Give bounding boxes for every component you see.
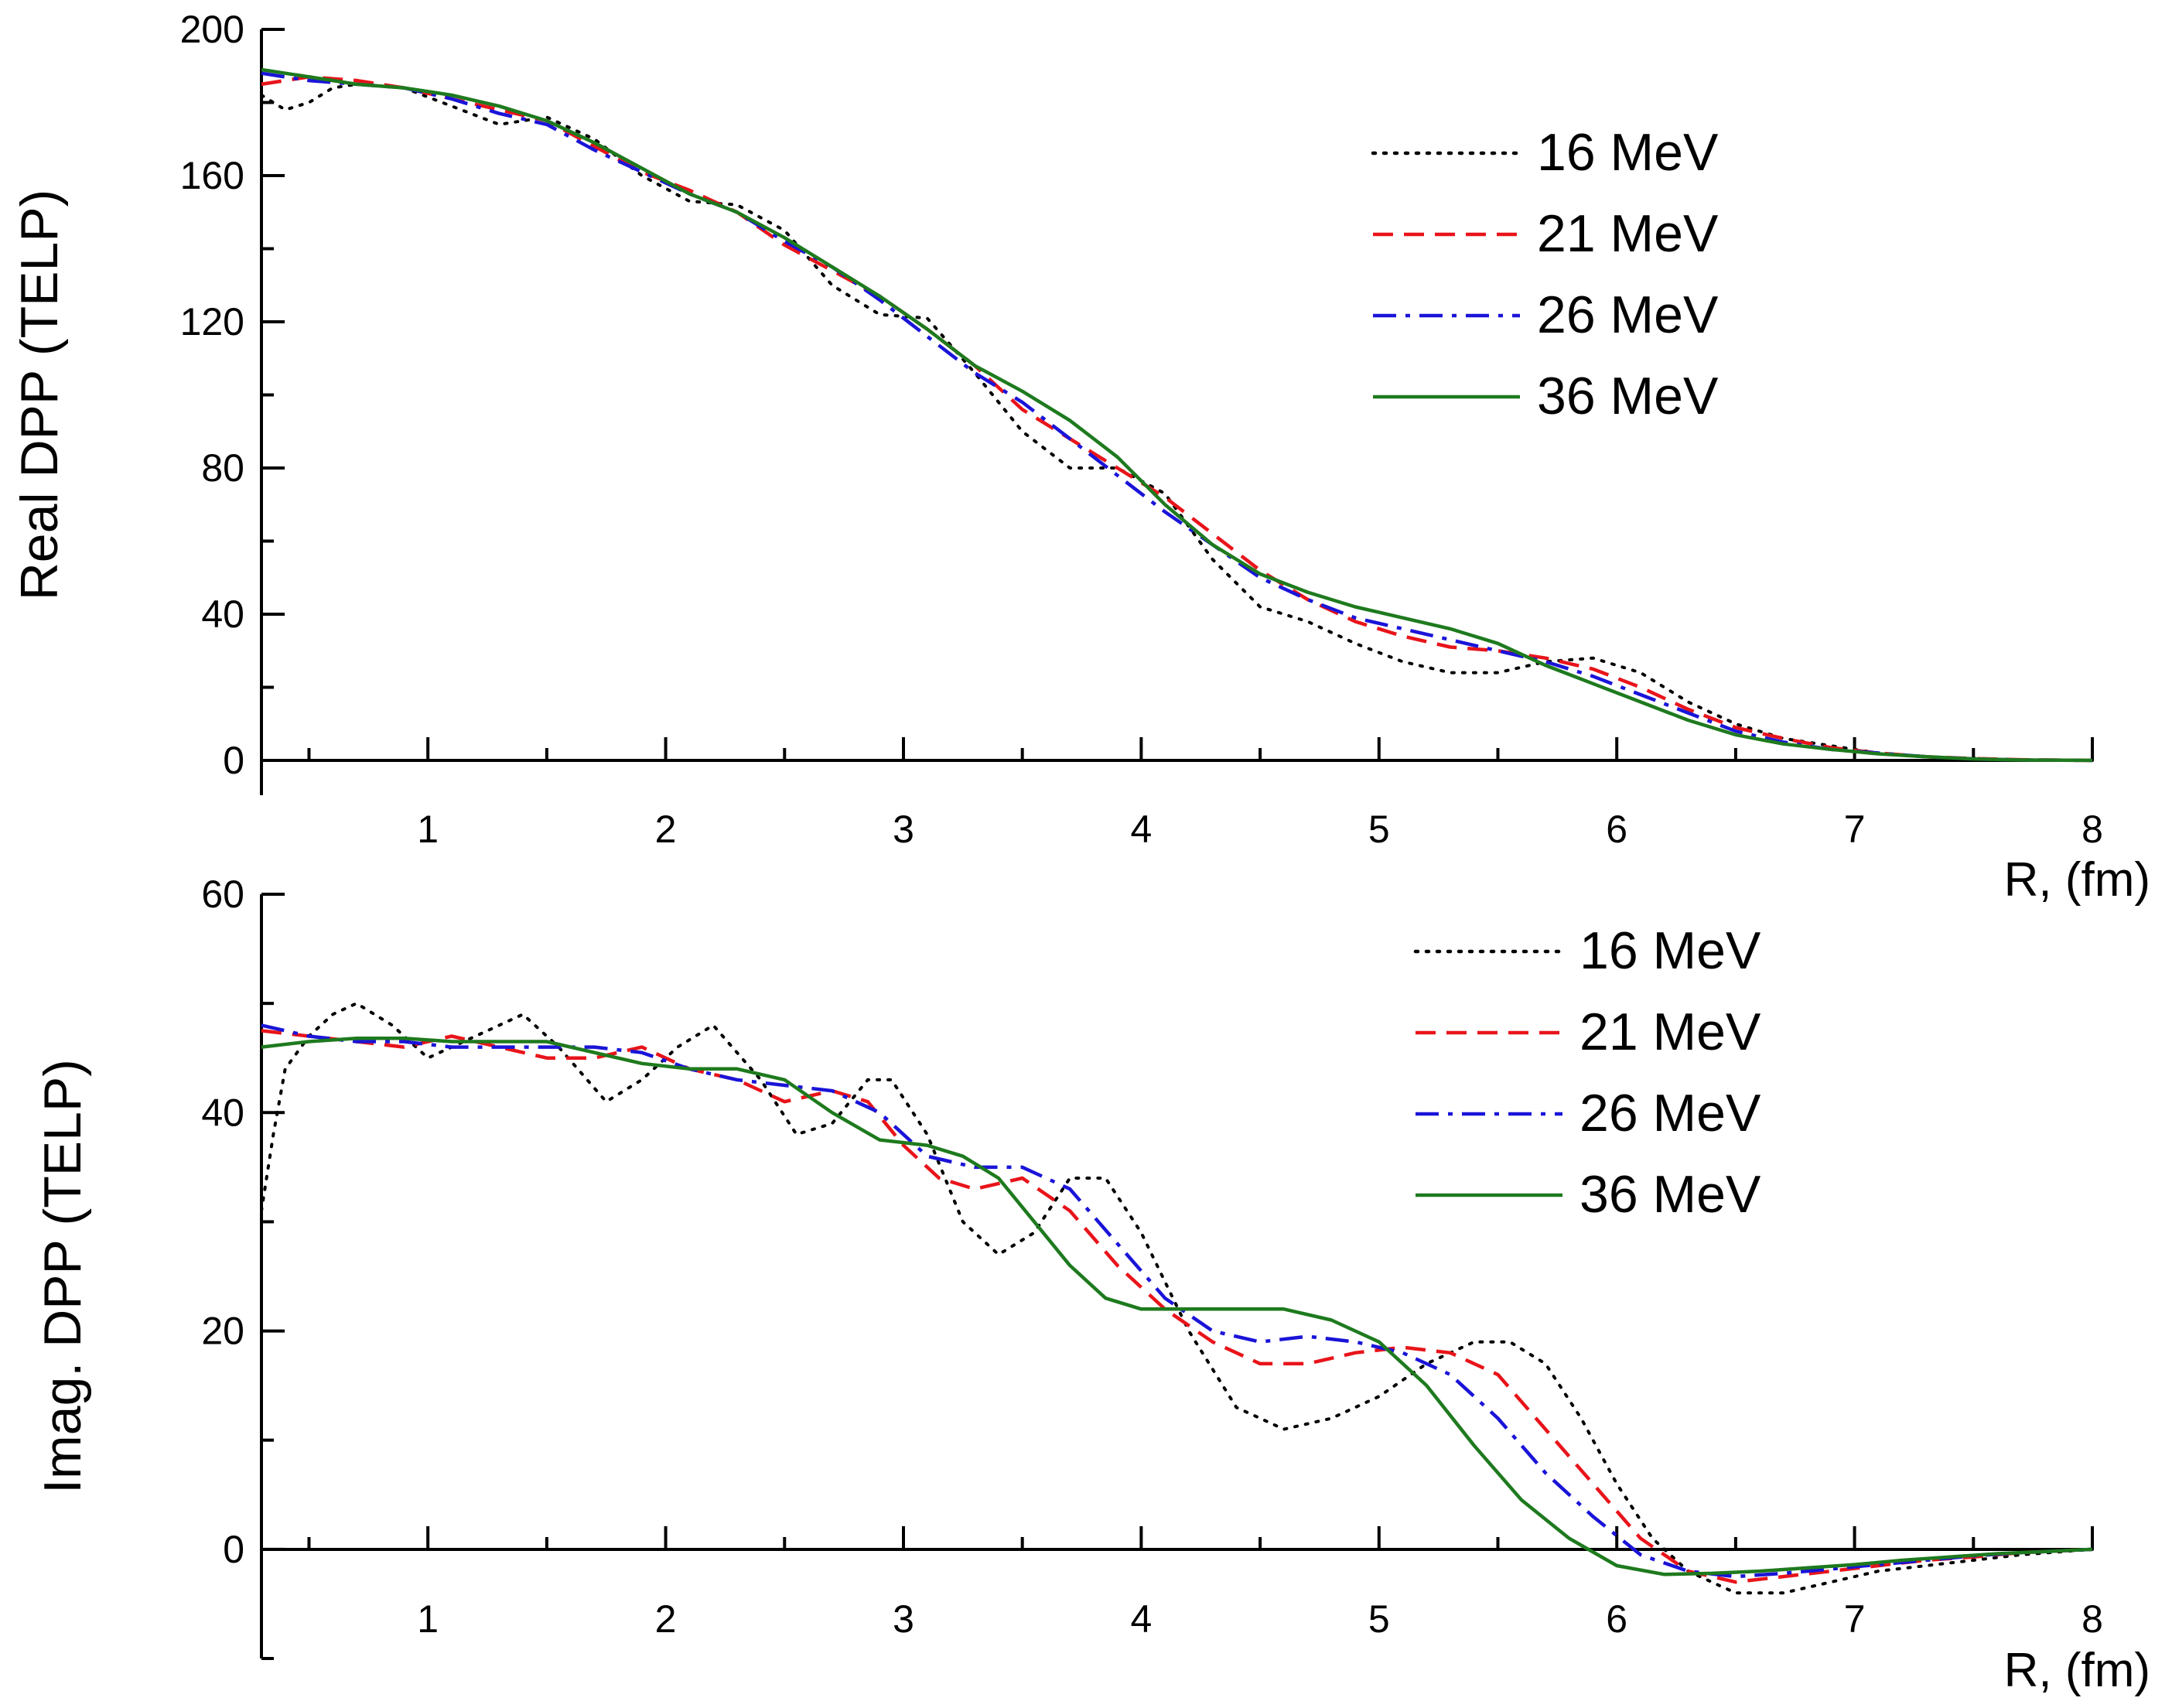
x-tick-label: 2: [655, 808, 677, 851]
series-line-26-mev: [261, 71, 2093, 763]
y-tick-label: 160: [180, 154, 244, 197]
x-tick-label: 4: [1130, 808, 1152, 851]
x-tick-label: 6: [1606, 808, 1627, 851]
x-axis-title: R, (fm): [2004, 1644, 2150, 1697]
y-tick-label: 0: [223, 739, 244, 782]
x-tick-label: 3: [893, 808, 914, 851]
series-line-16-mev: [260, 82, 2094, 762]
series-line-36-mev: [261, 1037, 2093, 1576]
x-tick-label: 8: [2082, 1597, 2103, 1641]
x-tick-label: 5: [1368, 1597, 1390, 1641]
imag-dpp-panel: 0 20 40 60 1 2 3 4 5 6 7 8R, (fm) Imag. DPP (TELP) 16…: [33, 873, 2150, 1697]
y-axis-title: Imag. DPP (TELP): [33, 1059, 92, 1494]
legend-label: 21 MeV: [1579, 1003, 1761, 1061]
y-tick-label: 0: [223, 1528, 244, 1571]
legend-label: 21 MeV: [1537, 204, 1719, 263]
series-line-36-mev: [261, 67, 2093, 763]
legend-label: 26 MeV: [1537, 285, 1719, 344]
x-tick-label: 8: [2082, 808, 2103, 851]
x-tick-label: 2: [655, 1597, 677, 1641]
x-axis-title: R, (fm): [2004, 853, 2150, 907]
series-line-16-mev: [260, 1002, 2094, 1595]
series-line-21-mev: [261, 75, 2093, 763]
y-tick-label: 40: [201, 1091, 244, 1134]
y-tick-label: 80: [201, 446, 244, 490]
y-tick-label: 20: [201, 1310, 244, 1353]
y-tick-label: 200: [180, 8, 244, 51]
legend-label: 26 MeV: [1579, 1084, 1761, 1143]
x-tick-label: 6: [1606, 1597, 1627, 1641]
legend-label: 16 MeV: [1579, 921, 1761, 980]
legend-label: 36 MeV: [1579, 1165, 1761, 1224]
series-line-26-mev: [261, 1023, 2093, 1579]
x-tick-label: 5: [1368, 808, 1390, 851]
x-tick-label: 4: [1130, 1597, 1152, 1641]
x-tick-label: 7: [1844, 1597, 1866, 1641]
x-tick-label: 1: [417, 1597, 439, 1641]
y-tick-label: 60: [201, 873, 244, 916]
y-tick-label: 120: [180, 300, 244, 343]
y-tick-label: 40: [201, 593, 244, 636]
legend-label: 36 MeV: [1537, 367, 1719, 425]
x-tick-label: 1: [417, 808, 439, 851]
x-tick-label: 7: [1844, 808, 1866, 851]
y-axis-title: Real DPP (TELP): [10, 190, 69, 601]
series-line-21-mev: [261, 1029, 2093, 1584]
legend-label: 16 MeV: [1537, 123, 1719, 182]
real-dpp-panel: 0 40 80 120 160 200 1 2 3 4 5 6 7 8R, (fm) Real DPP (T…: [10, 8, 2150, 907]
x-tick-label: 3: [893, 1597, 914, 1641]
